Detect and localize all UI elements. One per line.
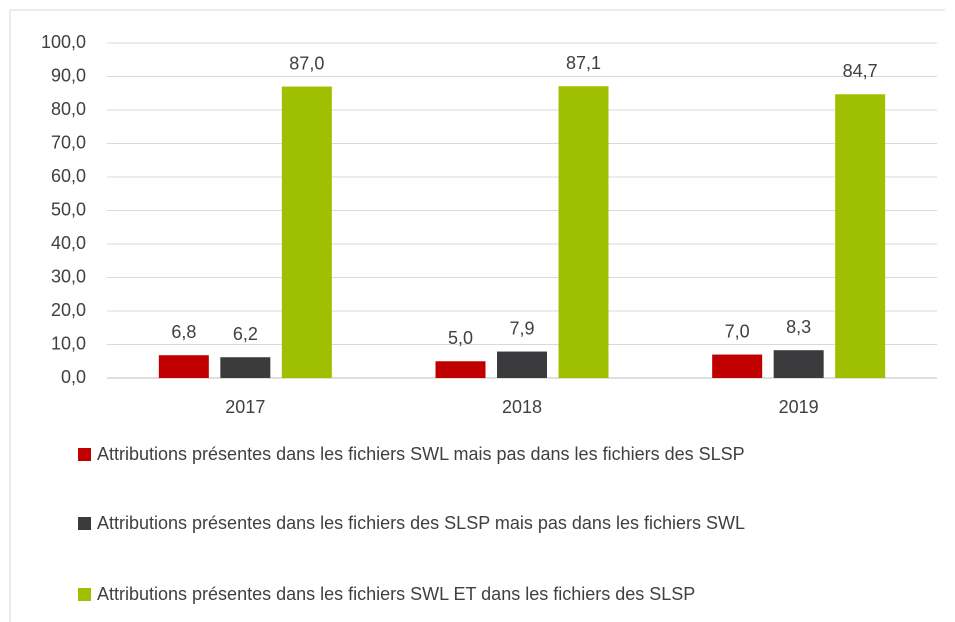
- data-label: 87,1: [566, 53, 601, 73]
- y-tick-label: 20,0: [51, 300, 86, 320]
- x-tick-label: 2019: [779, 397, 819, 417]
- y-tick-label: 40,0: [51, 233, 86, 253]
- legend-swatch: [78, 517, 91, 530]
- bar: [712, 354, 763, 378]
- data-label: 84,7: [843, 61, 878, 81]
- legend-label: Attributions présentes dans les fichiers…: [97, 584, 696, 604]
- bar: [558, 86, 609, 378]
- legend-item: Attributions présentes dans les fichiers…: [78, 583, 918, 606]
- legend-item: Attributions présentes dans les fichiers…: [78, 443, 918, 466]
- bar: [435, 361, 486, 378]
- data-label: 5,0: [448, 328, 473, 348]
- y-tick-label: 0,0: [61, 367, 86, 387]
- bar: [158, 355, 209, 378]
- legend-swatch: [78, 588, 91, 601]
- bar: [281, 86, 332, 379]
- y-tick-label: 70,0: [51, 132, 86, 152]
- x-tick-label: 2017: [225, 397, 265, 417]
- x-tick-label: 2018: [502, 397, 542, 417]
- y-tick-label: 60,0: [51, 166, 86, 186]
- legend-label: Attributions présentes dans les fichiers…: [97, 513, 745, 533]
- data-label: 7,9: [509, 318, 534, 338]
- data-label: 87,0: [289, 53, 324, 73]
- y-tick-label: 80,0: [51, 99, 86, 119]
- data-label: 6,2: [233, 324, 258, 344]
- legend-swatch: [78, 448, 91, 461]
- bar: [497, 351, 547, 378]
- y-tick-label: 50,0: [51, 199, 86, 219]
- data-label: 8,3: [786, 317, 811, 337]
- legend-item: Attributions présentes dans les fichiers…: [78, 512, 918, 535]
- y-tick-label: 30,0: [51, 266, 86, 286]
- data-label: 6,8: [171, 322, 196, 342]
- data-label: 7,0: [725, 321, 750, 341]
- bar: [220, 357, 271, 378]
- chart-border: [9, 9, 945, 622]
- bar: [773, 350, 824, 378]
- y-tick-label: 10,0: [51, 333, 86, 353]
- bar: [835, 94, 886, 378]
- legend-label: Attributions présentes dans les fichiers…: [97, 444, 745, 464]
- y-tick-label: 90,0: [51, 65, 86, 85]
- y-tick-label: 100,0: [41, 32, 86, 52]
